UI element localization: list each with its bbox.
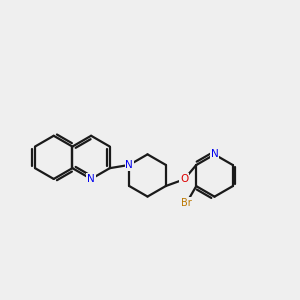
Text: O: O <box>180 174 188 184</box>
Text: Br: Br <box>181 198 192 208</box>
Text: N: N <box>211 149 218 160</box>
Text: N: N <box>125 160 133 170</box>
Text: N: N <box>87 174 95 184</box>
